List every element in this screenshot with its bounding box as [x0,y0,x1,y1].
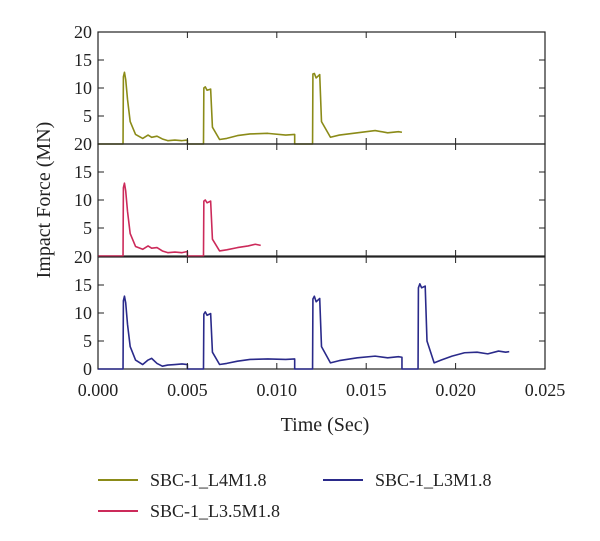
panel-frame [97,31,546,145]
legend-item: SBC-1_L3.5M1.8 [98,501,280,521]
y-tick-label: 5 [83,218,92,238]
y-tick-label: 15 [74,275,92,295]
y-tick-label: 20 [74,247,92,267]
panel-frame [97,143,546,257]
y-tick-label: 0 [83,359,92,379]
x-tick-label: 0.025 [525,380,566,400]
axis-ticks: 5 10 15 20 5 10 15 20 5 10 15 20 00.000 0.005 0.010 0.0… [74,22,565,400]
legend-label: SBC-1_L3.5M1.8 [150,501,280,521]
series-line [98,182,261,257]
x-tick-label: 0.020 [435,380,476,400]
series-line [98,283,510,370]
x-tick-label: 0.015 [346,380,387,400]
legend-label: SBC-1_L4M1.8 [150,470,267,490]
series-line [98,71,403,145]
legend-label: SBC-1_L3M1.8 [375,470,492,490]
y-tick-label: 10 [74,78,92,98]
x-tick-label: 0.000 [78,380,119,400]
y-tick-label: 20 [74,134,92,154]
y-tick-label: 15 [74,162,92,182]
legend-item: SBC-1_L3M1.8 [323,470,492,490]
y-tick-label: 10 [74,303,92,323]
y-tick-label: 5 [83,106,92,126]
y-tick-label: 15 [74,50,92,70]
x-tick-label: 0.010 [257,380,298,400]
x-axis-title: Time (Sec) [281,414,370,436]
y-axis-title: Impact Force (MN) [33,122,55,279]
plot-panels [97,31,546,370]
y-tick-label: 5 [83,331,92,351]
x-tick-label: 0.005 [167,380,208,400]
y-tick-label: 20 [74,22,92,42]
legend: SBC-1_L4M1.8 SBC-1_L3M1.8 SBC-1_L3.5M1.8 [98,470,492,521]
y-tick-label: 10 [74,190,92,210]
legend-item: SBC-1_L4M1.8 [98,470,267,490]
